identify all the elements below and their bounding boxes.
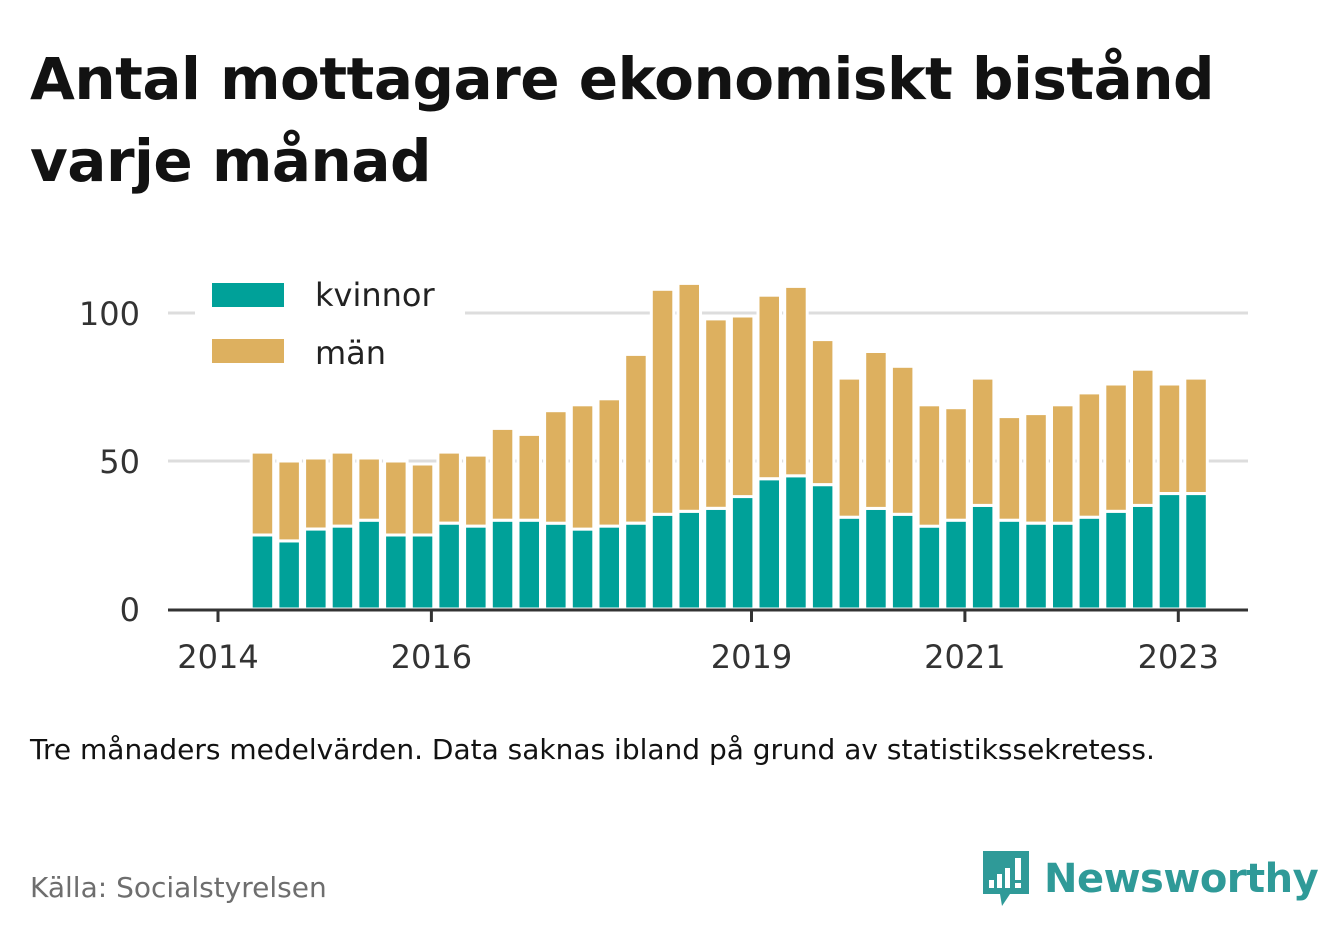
bar-man <box>569 403 596 531</box>
bar-man <box>863 350 889 510</box>
bar-kvinnor <box>1130 503 1156 611</box>
bar-man <box>703 317 729 510</box>
legend-swatch-man <box>212 339 284 363</box>
bar-kvinnor <box>969 503 996 611</box>
x-tick-label: 2014 <box>177 638 258 676</box>
bar-man <box>889 364 916 516</box>
bar-kvinnor <box>303 527 329 611</box>
bar-man <box>489 426 516 522</box>
legend: kvinnor män <box>195 270 465 380</box>
bar-kvinnor <box>916 524 943 611</box>
bar-man <box>1076 391 1103 519</box>
bar-kvinnor <box>1023 521 1049 611</box>
bar-man <box>756 293 782 481</box>
bar-kvinnor <box>1076 515 1103 611</box>
bar-man <box>1130 367 1156 507</box>
bar-kvinnor <box>809 483 836 611</box>
bar-kvinnor <box>489 518 516 611</box>
bar-kvinnor <box>676 509 702 611</box>
bar-kvinnor <box>703 506 729 611</box>
y-axis: 0 50 100 <box>79 295 140 629</box>
bar-kvinnor <box>649 512 676 611</box>
bar-kvinnor <box>623 521 649 611</box>
bar-man <box>356 456 382 522</box>
bar-kvinnor <box>409 533 436 611</box>
bars <box>249 281 1209 611</box>
bar-man <box>1023 412 1049 525</box>
bar-man <box>676 281 702 513</box>
bar-kvinnor <box>356 518 382 611</box>
source-credit: Källa: Socialstyrelsen <box>30 871 327 904</box>
legend-swatch-kvinnor <box>212 283 284 307</box>
bar-man <box>1050 403 1076 525</box>
bar-kvinnor <box>889 512 916 611</box>
bar-kvinnor <box>276 539 302 611</box>
bar-man <box>623 352 649 525</box>
bar-man <box>996 415 1023 522</box>
chart-title: Antal mottagare ekonomiskt bistånd varje… <box>30 45 1215 195</box>
bar-man <box>463 453 489 528</box>
bar-man <box>943 406 969 522</box>
bar-kvinnor <box>943 518 969 611</box>
y-tick-label: 0 <box>120 591 140 629</box>
bar-kvinnor <box>996 518 1023 611</box>
y-tick-label: 100 <box>79 295 140 333</box>
bar-man <box>543 409 569 525</box>
y-tick-label: 50 <box>99 443 140 481</box>
bar-kvinnor <box>463 524 489 611</box>
bar-kvinnor <box>729 495 756 611</box>
chart-note: Tre månaders medelvärden. Data saknas ib… <box>30 733 1155 766</box>
x-tick-label: 2019 <box>711 638 792 676</box>
bar-man <box>729 314 756 499</box>
bar-man <box>916 403 943 528</box>
bar-kvinnor <box>1156 492 1183 611</box>
bar-man <box>383 459 409 537</box>
legend-label-kvinnor: kvinnor <box>315 276 436 314</box>
bar-kvinnor <box>249 533 276 611</box>
bar-man <box>1103 382 1129 513</box>
bar-kvinnor <box>1050 521 1076 611</box>
bar-kvinnor <box>569 527 596 611</box>
bar-man <box>596 397 622 528</box>
bar-man <box>783 284 809 478</box>
newsworthy-logo: Newsworthy <box>980 848 1319 910</box>
bar-man <box>276 459 302 543</box>
x-tick-label: 2016 <box>391 638 472 676</box>
bar-man <box>249 450 276 537</box>
bar-man <box>969 376 996 507</box>
bar-kvinnor <box>1183 492 1209 611</box>
bar-man <box>303 456 329 531</box>
bar-man <box>409 462 436 537</box>
chart: 0 50 100 2014 2016 2019 2021 2023 kvinnor män <box>78 270 1248 676</box>
bar-kvinnor <box>543 521 569 611</box>
newsworthy-logo-icon <box>983 851 1029 906</box>
bar-man <box>436 450 462 525</box>
bar-man <box>516 432 542 522</box>
bar-kvinnor <box>756 477 782 611</box>
legend-label-man: män <box>315 334 386 372</box>
bar-kvinnor <box>863 506 889 611</box>
bar-kvinnor <box>329 524 356 611</box>
bar-kvinnor <box>783 474 809 611</box>
bar-kvinnor <box>596 524 622 611</box>
bar-kvinnor <box>383 533 409 611</box>
x-tick-label: 2021 <box>924 638 1005 676</box>
x-tick-label: 2023 <box>1138 638 1219 676</box>
bar-man <box>1156 382 1183 495</box>
bar-kvinnor <box>516 518 542 611</box>
bar-kvinnor <box>436 521 462 611</box>
bar-man <box>1183 376 1209 496</box>
bar-man <box>809 338 836 487</box>
bar-kvinnor <box>1103 509 1129 611</box>
bar-kvinnor <box>836 515 863 611</box>
newsworthy-logo-text: Newsworthy <box>1044 856 1319 902</box>
bar-man <box>649 287 676 516</box>
bar-man <box>836 376 863 519</box>
x-axis: 2014 2016 2019 2021 2023 <box>168 608 1248 676</box>
bar-man <box>329 450 356 528</box>
